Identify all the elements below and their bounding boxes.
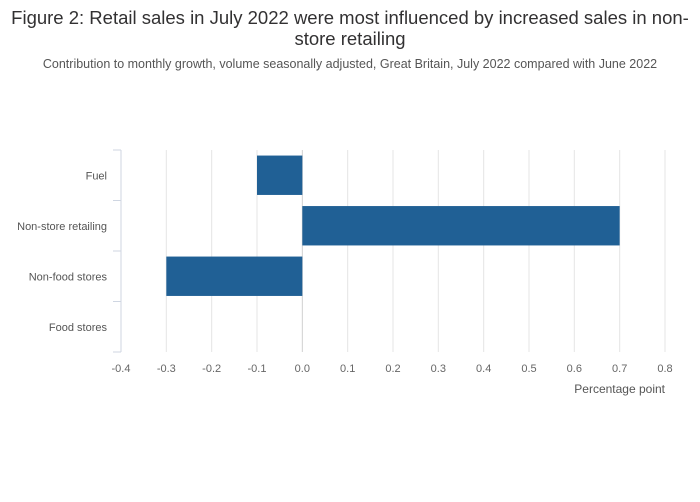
category-label: Non-store retailing (17, 221, 107, 233)
x-tick-label: -0.1 (248, 363, 267, 375)
category-label: Fuel (86, 170, 107, 182)
category-label: Non-food stores (29, 271, 108, 283)
x-tick-label: 0.5 (521, 363, 536, 375)
x-tick-label: 0.1 (340, 363, 355, 375)
bar-fuel (257, 155, 303, 195)
x-tick-label: 0.3 (431, 363, 446, 375)
x-tick-label: 0.4 (476, 363, 491, 375)
x-axis-title: Percentage point (574, 382, 665, 396)
bar-non-food-stores (166, 256, 303, 296)
x-tick-label: -0.2 (202, 363, 221, 375)
x-tick-label: 0.8 (657, 363, 672, 375)
x-tick-label: 0.2 (385, 363, 400, 375)
x-tick-label: 0.7 (612, 363, 627, 375)
x-tick-label: -0.3 (157, 363, 176, 375)
chart-title: Figure 2: Retail sales in July 2022 were… (11, 7, 689, 49)
x-tick-label: 0.6 (567, 363, 582, 375)
chart-subtitle: Contribution to monthly growth, volume s… (42, 57, 658, 71)
bar-non-store-retailing (302, 206, 620, 246)
x-tick-label: -0.4 (112, 363, 131, 375)
category-label: Food stores (49, 322, 108, 334)
x-tick-label: 0.0 (295, 363, 310, 375)
